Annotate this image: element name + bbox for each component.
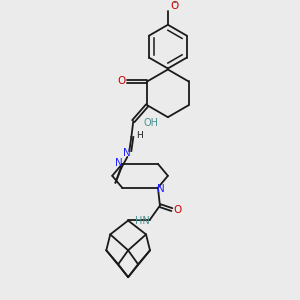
Text: N: N bbox=[157, 184, 165, 194]
Text: N: N bbox=[115, 158, 123, 168]
Text: O: O bbox=[117, 76, 125, 86]
Text: N: N bbox=[124, 148, 131, 158]
Text: O: O bbox=[171, 1, 179, 11]
Text: HN: HN bbox=[135, 215, 149, 226]
Text: OH: OH bbox=[144, 118, 159, 128]
Text: O: O bbox=[174, 205, 182, 214]
Text: H: H bbox=[136, 130, 143, 140]
